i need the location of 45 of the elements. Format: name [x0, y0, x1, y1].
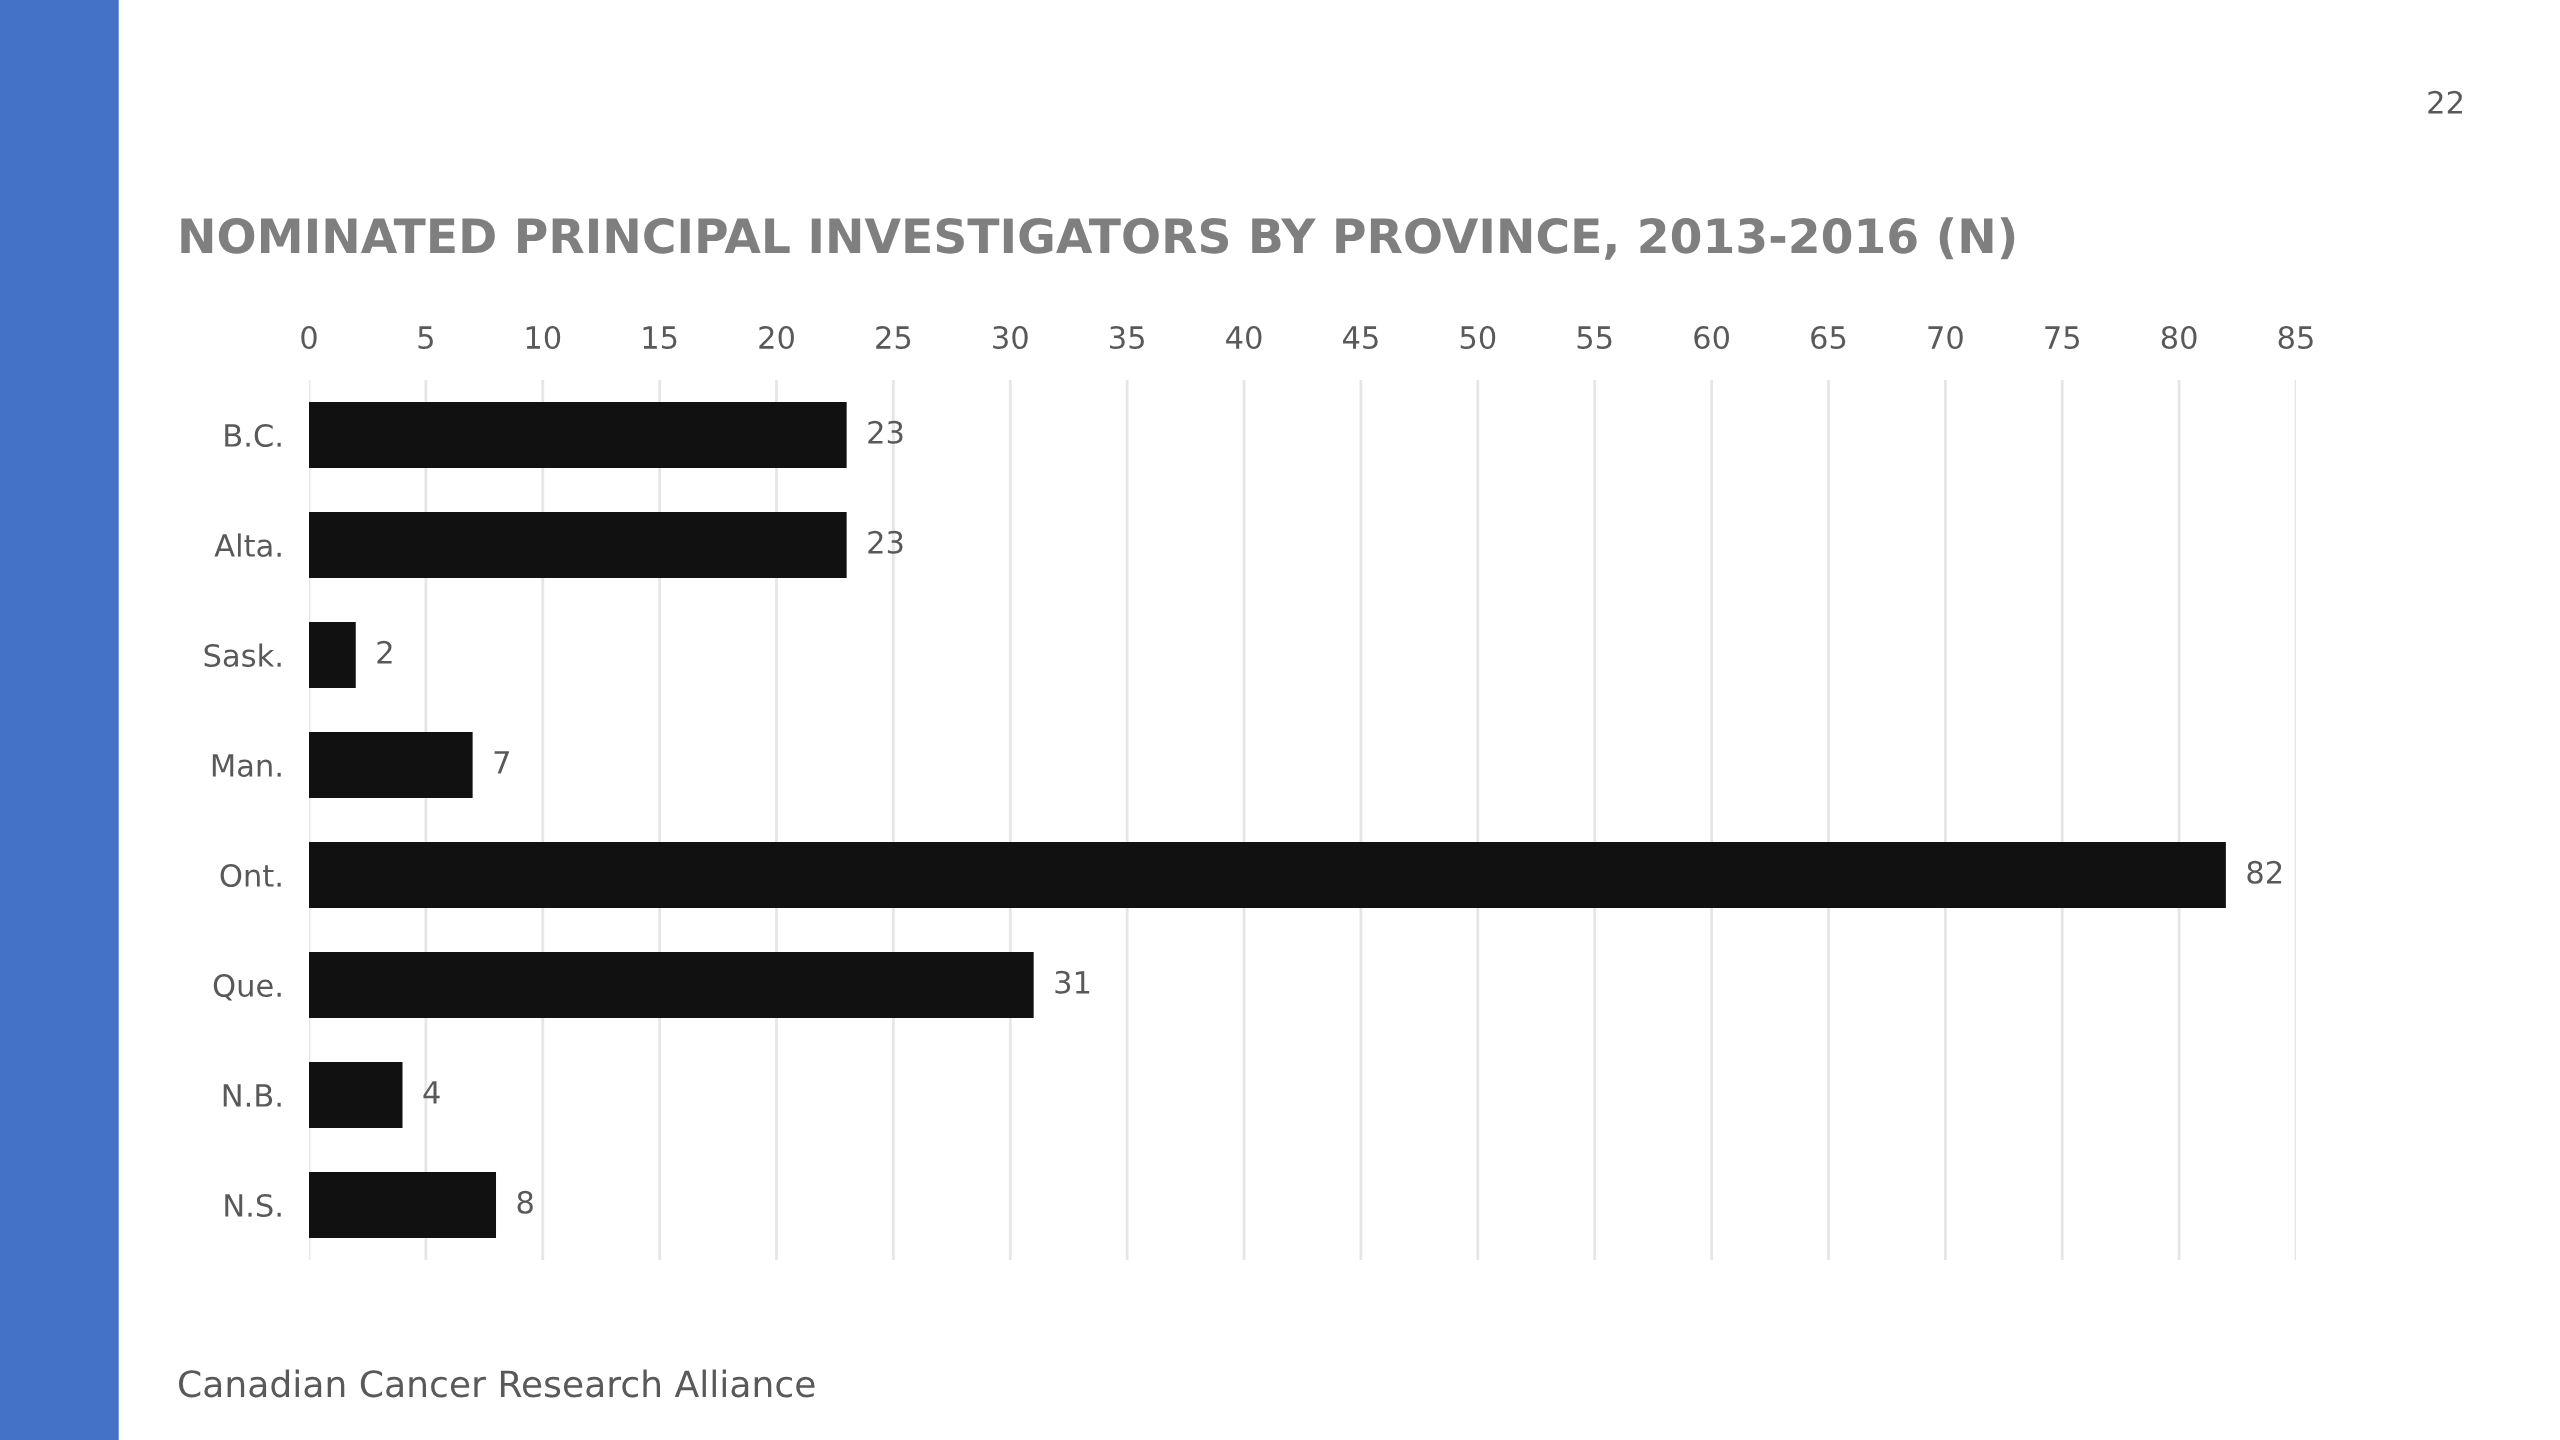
y-tick-label: Sask.: [204, 643, 281, 668]
x-tick-label: 50: [1460, 325, 1496, 350]
x-tick-label: 85: [2278, 325, 2313, 350]
chart-title: NOMINATED PRINCIPAL INVESTIGATORS BY PROVINCE, 2013-2016 (N): [181, 217, 2015, 260]
data-label: 31: [1055, 970, 1090, 994]
data-label: 4: [423, 1081, 440, 1104]
x-tick-label: 15: [643, 326, 677, 350]
bar: [309, 1172, 497, 1238]
x-tick-label: 35: [1110, 325, 1144, 350]
y-tick-label: Ont.: [220, 863, 281, 888]
bar: [309, 402, 847, 468]
data-label: 2: [377, 640, 392, 664]
data-label: 23: [868, 420, 903, 444]
y-tick-label: Que.: [213, 973, 281, 1001]
x-tick-label: 65: [1811, 325, 1846, 350]
x-tick-label: 40: [1226, 325, 1262, 350]
data-label: 82: [2247, 860, 2282, 884]
bar: [309, 842, 2226, 908]
x-tick-label: 30: [993, 325, 1028, 350]
y-tick-label: Man.: [212, 754, 281, 778]
bar: [309, 622, 356, 688]
y-tick-label: Alta.: [214, 533, 281, 558]
data-label: 23: [868, 530, 903, 554]
x-tick-label: 25: [876, 325, 911, 350]
x-tick-label: 5: [418, 326, 433, 350]
y-tick-label: N.S.: [225, 1193, 281, 1218]
x-tick-label: 10: [526, 325, 561, 350]
data-label: 8: [517, 1190, 533, 1214]
x-tick-label: 45: [1342, 326, 1378, 350]
y-tick-label: N.B.: [223, 1084, 281, 1107]
x-tick-label: 20: [759, 325, 794, 350]
text: 22: [2428, 90, 2462, 114]
text: Canadian Cancer Research Alliance: [179, 1369, 815, 1398]
y-tick-label: B.C.: [225, 423, 281, 448]
bar: [309, 732, 473, 798]
x-tick-label: 75: [2045, 326, 2080, 350]
bar: [309, 1062, 403, 1128]
x-tick-label: 80: [2161, 325, 2197, 350]
x-tick-label: 60: [1694, 325, 1729, 350]
bar: [309, 952, 1034, 1018]
bar: [309, 512, 847, 578]
x-tick-label: 55: [1577, 326, 1612, 350]
data-label: 7: [494, 751, 509, 774]
x-tick-label: 70: [1928, 325, 1963, 350]
x-tick-label: 0: [301, 325, 317, 350]
